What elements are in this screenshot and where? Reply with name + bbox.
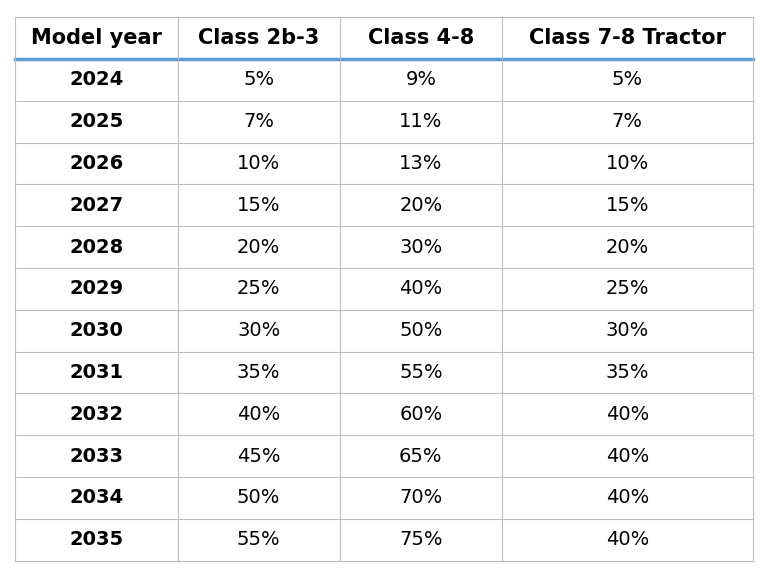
Text: Class 2b-3: Class 2b-3: [198, 28, 319, 48]
Text: 20%: 20%: [399, 196, 442, 214]
Text: 10%: 10%: [237, 154, 280, 173]
Text: 2032: 2032: [69, 405, 124, 424]
Text: 2027: 2027: [69, 196, 124, 214]
Text: 40%: 40%: [606, 488, 649, 507]
Text: 15%: 15%: [237, 196, 280, 214]
Text: 2029: 2029: [69, 279, 124, 299]
Text: 25%: 25%: [605, 279, 649, 299]
Text: 45%: 45%: [237, 447, 280, 466]
Text: 20%: 20%: [237, 237, 280, 257]
Text: 5%: 5%: [612, 70, 643, 89]
Text: 40%: 40%: [606, 447, 649, 466]
Text: 2026: 2026: [69, 154, 124, 173]
Text: 2031: 2031: [69, 363, 124, 382]
Text: 7%: 7%: [243, 112, 274, 131]
Text: 13%: 13%: [399, 154, 442, 173]
Text: 15%: 15%: [605, 196, 649, 214]
Text: 75%: 75%: [399, 530, 442, 549]
Text: 2035: 2035: [69, 530, 124, 549]
Text: 40%: 40%: [606, 530, 649, 549]
Text: 10%: 10%: [606, 154, 649, 173]
Text: 30%: 30%: [399, 237, 442, 257]
Text: 35%: 35%: [605, 363, 649, 382]
Text: 20%: 20%: [606, 237, 649, 257]
Text: 50%: 50%: [399, 321, 442, 340]
Text: 2024: 2024: [69, 70, 124, 89]
Text: 55%: 55%: [237, 530, 280, 549]
Text: 9%: 9%: [406, 70, 436, 89]
Text: 35%: 35%: [237, 363, 280, 382]
Text: Class 4-8: Class 4-8: [368, 28, 474, 48]
Text: 60%: 60%: [399, 405, 442, 424]
Text: 55%: 55%: [399, 363, 442, 382]
Text: 65%: 65%: [399, 447, 442, 466]
Text: 2030: 2030: [70, 321, 124, 340]
Text: 30%: 30%: [237, 321, 280, 340]
Text: Class 7-8 Tractor: Class 7-8 Tractor: [529, 28, 726, 48]
Text: 2028: 2028: [69, 237, 124, 257]
Text: 70%: 70%: [399, 488, 442, 507]
Text: 2025: 2025: [69, 112, 124, 131]
Text: 7%: 7%: [612, 112, 643, 131]
Text: 25%: 25%: [237, 279, 280, 299]
Text: 2033: 2033: [69, 447, 124, 466]
Text: 40%: 40%: [237, 405, 280, 424]
Text: 40%: 40%: [606, 405, 649, 424]
Text: 11%: 11%: [399, 112, 442, 131]
Text: 40%: 40%: [399, 279, 442, 299]
Text: 2034: 2034: [69, 488, 124, 507]
Text: 50%: 50%: [237, 488, 280, 507]
Text: Model year: Model year: [31, 28, 162, 48]
Text: 30%: 30%: [606, 321, 649, 340]
Text: 5%: 5%: [243, 70, 274, 89]
